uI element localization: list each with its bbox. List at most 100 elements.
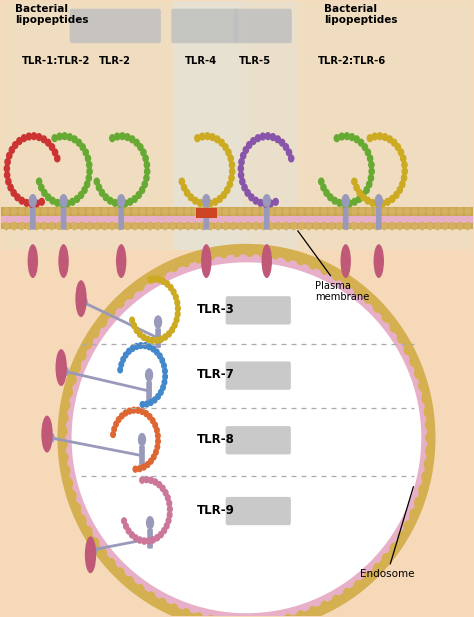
Circle shape [151, 537, 155, 543]
Circle shape [375, 201, 380, 207]
Circle shape [129, 532, 134, 538]
Circle shape [87, 168, 92, 175]
Circle shape [60, 412, 69, 424]
Text: TLR-5: TLR-5 [239, 56, 272, 66]
Circle shape [137, 331, 142, 337]
Circle shape [165, 281, 170, 287]
Circle shape [166, 518, 171, 524]
Circle shape [125, 134, 130, 141]
Circle shape [136, 280, 145, 292]
Circle shape [418, 484, 427, 495]
Circle shape [167, 506, 172, 512]
Circle shape [344, 133, 349, 139]
Circle shape [123, 410, 128, 416]
Circle shape [64, 207, 70, 215]
Circle shape [167, 500, 172, 507]
Circle shape [249, 194, 254, 201]
Circle shape [273, 199, 278, 205]
FancyBboxPatch shape [264, 207, 270, 230]
Circle shape [94, 178, 100, 185]
Circle shape [192, 207, 199, 215]
Circle shape [425, 419, 434, 431]
Circle shape [418, 380, 427, 392]
Circle shape [343, 222, 350, 230]
Circle shape [86, 222, 93, 230]
Circle shape [62, 465, 71, 476]
Circle shape [57, 133, 62, 140]
Circle shape [364, 186, 369, 193]
Circle shape [158, 266, 167, 278]
Circle shape [207, 615, 216, 617]
Circle shape [229, 175, 234, 181]
Bar [0, 223, 474, 229]
Circle shape [26, 133, 31, 140]
Circle shape [309, 606, 318, 617]
Circle shape [219, 247, 228, 259]
Circle shape [109, 207, 116, 215]
Circle shape [147, 344, 152, 350]
Circle shape [358, 207, 365, 215]
Circle shape [246, 142, 252, 149]
Circle shape [137, 537, 142, 543]
Circle shape [342, 201, 347, 207]
Circle shape [158, 598, 167, 610]
Circle shape [403, 520, 412, 532]
Circle shape [298, 207, 305, 215]
Circle shape [119, 413, 124, 419]
Circle shape [134, 344, 139, 349]
Text: TLR-7: TLR-7 [197, 368, 235, 381]
Circle shape [159, 336, 164, 342]
Circle shape [146, 538, 151, 544]
Text: Endosome: Endosome [360, 487, 414, 579]
Circle shape [400, 181, 405, 188]
Circle shape [237, 207, 244, 215]
Circle shape [152, 276, 157, 282]
Circle shape [41, 136, 46, 143]
Circle shape [173, 322, 177, 328]
Circle shape [159, 389, 163, 395]
Circle shape [42, 189, 47, 196]
Bar [0, 215, 474, 223]
Circle shape [421, 392, 430, 404]
Circle shape [397, 332, 406, 344]
Circle shape [188, 194, 193, 201]
Circle shape [59, 425, 68, 437]
Circle shape [427, 207, 433, 215]
Circle shape [118, 201, 123, 207]
Circle shape [354, 184, 359, 191]
Text: Bacterial
lipopeptides: Bacterial lipopeptides [15, 4, 88, 25]
Text: TLR-9: TLR-9 [197, 504, 235, 517]
Circle shape [101, 207, 108, 215]
FancyBboxPatch shape [171, 9, 239, 43]
Circle shape [64, 478, 73, 489]
Circle shape [387, 136, 392, 143]
Circle shape [29, 201, 34, 207]
Circle shape [167, 512, 172, 518]
Circle shape [111, 431, 115, 437]
Circle shape [41, 207, 47, 215]
Circle shape [153, 397, 157, 403]
Circle shape [289, 155, 294, 162]
Circle shape [380, 200, 385, 207]
Circle shape [46, 433, 54, 443]
Circle shape [79, 207, 85, 215]
Circle shape [283, 222, 290, 230]
Circle shape [283, 144, 289, 151]
Circle shape [89, 545, 97, 555]
Circle shape [140, 477, 145, 483]
Circle shape [414, 497, 423, 508]
Circle shape [324, 189, 329, 196]
Circle shape [177, 207, 183, 215]
Circle shape [228, 155, 233, 162]
Circle shape [260, 133, 265, 140]
Circle shape [427, 222, 433, 230]
Circle shape [205, 133, 210, 139]
Circle shape [392, 139, 397, 146]
Circle shape [343, 207, 350, 215]
Circle shape [361, 194, 366, 201]
Circle shape [162, 379, 167, 385]
Circle shape [10, 207, 17, 215]
Circle shape [215, 136, 220, 143]
Circle shape [320, 263, 329, 275]
FancyBboxPatch shape [226, 362, 291, 390]
